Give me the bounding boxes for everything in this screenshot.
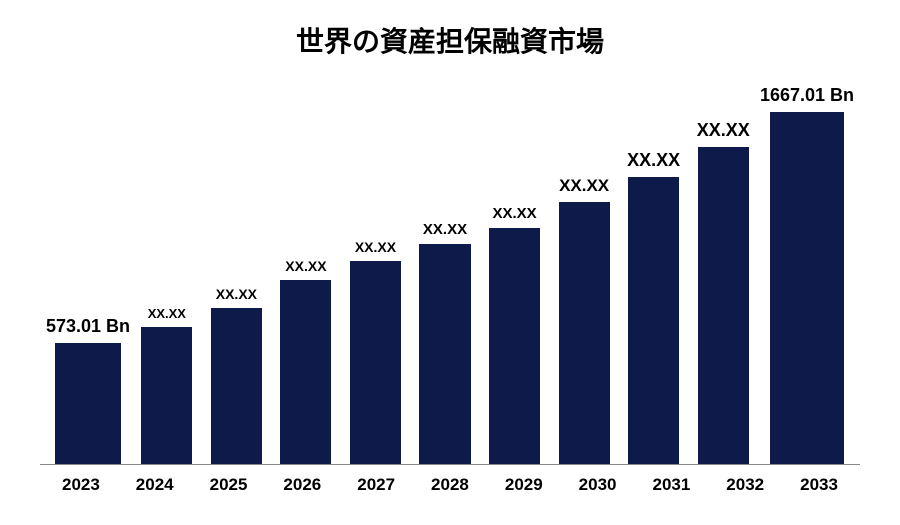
bar-2026: XX.XX — [273, 70, 339, 464]
bar-value-label: XX.XX — [216, 286, 257, 302]
x-tick-2029: 2029 — [489, 475, 559, 495]
x-tick-2028: 2028 — [415, 475, 485, 495]
bar-value-label: XX.XX — [559, 176, 609, 196]
bar-value-label: XX.XX — [697, 120, 750, 141]
bar-value-label: 1667.01 Bn — [760, 85, 854, 106]
bar-value-label: XX.XX — [492, 205, 536, 222]
bar-value-label: 573.01 Bn — [46, 316, 130, 337]
bar-2030: XX.XX — [551, 70, 617, 464]
bar-2033: 1667.01 Bn — [760, 70, 854, 464]
bar-value-label: XX.XX — [355, 239, 396, 255]
bar-value-label: XX.XX — [627, 150, 680, 171]
x-tick-2031: 2031 — [637, 475, 707, 495]
bar-value-label: XX.XX — [423, 221, 467, 238]
bar-rect — [559, 202, 610, 464]
bar-2024: XX.XX — [134, 70, 200, 464]
bar-rect — [628, 177, 679, 464]
x-tick-2024: 2024 — [120, 475, 190, 495]
x-tick-2026: 2026 — [267, 475, 337, 495]
bar-rect — [211, 308, 262, 464]
bar-2023: 573.01 Bn — [46, 70, 130, 464]
bar-2029: XX.XX — [482, 70, 548, 464]
bar-rect — [55, 343, 121, 464]
bar-rect — [489, 228, 540, 464]
x-tick-2033: 2033 — [784, 475, 854, 495]
x-tick-2030: 2030 — [563, 475, 633, 495]
x-tick-2023: 2023 — [46, 475, 116, 495]
chart-container: 世界の資産担保融資市場 573.01 Bn XX.XX XX.XX XX.XX XX.X… — [0, 0, 900, 525]
bar-2028: XX.XX — [412, 70, 478, 464]
bar-2031: XX.XX — [621, 70, 687, 464]
x-tick-2025: 2025 — [194, 475, 264, 495]
bar-rect — [419, 244, 470, 464]
bar-rect — [770, 112, 843, 464]
bar-value-label: XX.XX — [148, 306, 186, 321]
bar-2032: XX.XX — [690, 70, 756, 464]
x-tick-2032: 2032 — [710, 475, 780, 495]
x-axis: 2023202420252026202720282029203020312032… — [40, 465, 860, 495]
plot-area: 573.01 Bn XX.XX XX.XX XX.XX XX.XX XX.XX XX.XX X… — [40, 70, 860, 465]
x-tick-2027: 2027 — [341, 475, 411, 495]
bar-rect — [350, 261, 401, 464]
bar-rect — [280, 280, 331, 464]
chart-title: 世界の資産担保融資市場 — [40, 20, 860, 60]
bar-2027: XX.XX — [343, 70, 409, 464]
bar-rect — [698, 147, 749, 464]
bar-value-label: XX.XX — [285, 258, 326, 274]
bar-rect — [141, 327, 192, 464]
bar-2025: XX.XX — [204, 70, 270, 464]
